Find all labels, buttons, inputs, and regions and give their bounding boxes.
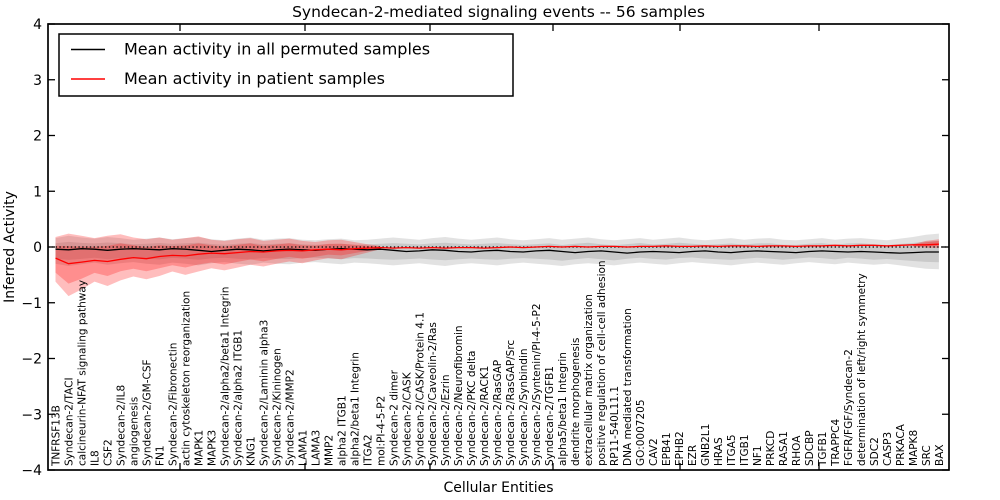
band-permuted-band (55, 233, 939, 270)
y-tick-label: 1 (33, 184, 42, 200)
x-tick-label: CASP3 (882, 432, 894, 466)
x-tick-label: MAPK3 (206, 430, 218, 466)
y-axis-label: Inferred Activity (2, 191, 18, 303)
x-tick-label: KNG1 (245, 436, 257, 466)
x-tick-label: Syndecan-2/IL8 (115, 385, 127, 466)
x-tick-label: alpha2/beta1 Integrin (349, 352, 361, 466)
x-tick-label: LAMA1 (297, 430, 309, 466)
x-tick-label: extracellular matrix organization (583, 294, 595, 466)
x-tick-label: Syndecan-2/CASK/Protein 4.1 (414, 312, 426, 466)
x-tick-label: Syndecan-2/RasGAP (492, 360, 504, 466)
x-tick-label: SRC (921, 445, 933, 466)
x-tick-label: HRAS (713, 437, 725, 466)
x-tick-label: Syndecan-2/PKC delta (466, 351, 478, 466)
x-tick-label: Syndecan-2/alpha2/beta1 Integrin (219, 287, 231, 466)
series-patient-line (55, 243, 939, 265)
x-tick-label: determination of left/right symmetry (856, 273, 868, 466)
x-tick-label: Syndecan-2/Caveolin-2/Ras (427, 322, 439, 466)
x-tick-label: DNA mediated transformation (622, 308, 634, 466)
x-tick-label: Syndecan-2/alpha2 ITGB1 (232, 330, 244, 466)
legend-label: Mean activity in patient samples (124, 69, 385, 88)
x-tick-label: Syndecan-2/MMP2 (284, 369, 296, 466)
x-tick-label: Syndecan-2/Synbindin (518, 348, 530, 466)
x-tick-label: Syndecan-2/TGFB1 (544, 366, 556, 466)
y-tick-label: −1 (21, 296, 42, 312)
x-tick-label: Syndecan-2/Syntenin/PI-4-5-P2 (531, 303, 543, 466)
x-tick-label: TNFRSF13B (51, 405, 63, 467)
x-tick-label: EPHB2 (674, 431, 686, 466)
series-permuted-line (55, 248, 939, 254)
x-tick-label: CAV2 (648, 438, 660, 466)
x-tick-label: Syndecan-2/TACI (63, 377, 75, 466)
x-tick-label: RHOA (791, 435, 803, 466)
x-tick-label: mol:PI-4-5-P2 (375, 396, 387, 466)
legend-label: Mean activity in all permuted samples (124, 40, 430, 59)
x-tick-label: dendrite morphogenesis (570, 338, 582, 466)
x-tick-label: MMP2 (323, 435, 335, 466)
x-tick-label: Syndecan-2/Neurofibromin (453, 325, 465, 466)
x-tick-label: EZR (687, 445, 699, 466)
x-tick-label: ITGB1 (739, 434, 751, 466)
x-tick-label: RASA1 (778, 431, 790, 466)
x-tick-label: Syndecan-2 dimer (388, 369, 400, 466)
x-tick-label: PRKCD (765, 431, 777, 466)
x-tick-label: positive regulation of cell-cell adhesio… (596, 260, 608, 466)
x-tick-label: LAMA3 (310, 430, 322, 466)
x-tick-label: Syndecan-2/Laminin alpha3 (258, 320, 270, 466)
x-axis-label: Cellular Entities (443, 480, 553, 496)
x-tick-label: alpha2 ITGB1 (336, 395, 348, 466)
band-inner-patient-band (55, 243, 381, 284)
x-tick-label: angiogenesis (128, 397, 140, 466)
x-tick-label: PRKACA (895, 423, 907, 466)
x-tick-label: EPB41 (661, 432, 673, 466)
x-tick-label: TGFB1 (817, 432, 829, 467)
x-tick-label: Syndecan-2/RACK1 (479, 366, 491, 466)
x-tick-label: Syndecan-2/Ezrin (440, 374, 452, 466)
plot-title: Syndecan-2-mediated signaling events -- … (292, 3, 705, 21)
x-tick-label: SDCBP (804, 430, 816, 466)
x-tick-label: FN1 (154, 445, 166, 466)
x-tick-label: Syndecan-2/Kininogen (271, 348, 283, 466)
x-tick-label: ITGA5 (726, 434, 738, 466)
x-tick-label: SDC2 (869, 437, 881, 466)
x-tick-label: FGFR/FGF/Syndecan-2 (843, 349, 855, 466)
x-tick-label: ITGA2 (362, 434, 374, 466)
x-tick-label: Syndecan-2/CASK (401, 371, 413, 466)
x-tick-label: MAPK8 (908, 430, 920, 466)
x-tick-label: CSF2 (102, 439, 114, 466)
legend-box (58, 33, 514, 97)
x-tick-label: IL8 (89, 450, 101, 466)
x-tick-label: GNB2L1 (700, 424, 712, 466)
y-tick-label: −3 (21, 407, 42, 423)
y-tick-label: −2 (21, 352, 42, 368)
y-tick-label: −4 (21, 463, 42, 479)
x-tick-label: MAPK1 (193, 430, 205, 466)
x-tick-label: GO:0007205 (635, 399, 647, 466)
x-tick-label: Syndecan-2/Fibronectin (167, 343, 179, 466)
y-tick-label: 3 (33, 73, 42, 89)
y-tick-label: 0 (33, 240, 42, 256)
x-tick-label: RP11-540L11.1 (609, 386, 621, 466)
x-tick-label: BAX (934, 444, 946, 466)
band-patient-band-tail (912, 239, 939, 249)
x-tick-label: TRAPPC4 (830, 419, 842, 467)
x-tick-label: actin cytoskeleton reorganization (180, 291, 192, 466)
x-tick-label: calcineurin-NFAT signaling pathway (76, 280, 88, 466)
x-tick-label: alpha5/beta1 Integrin (557, 352, 569, 466)
y-tick-label: 2 (33, 129, 42, 145)
x-tick-label: Syndecan-2/RasGAP/Src (505, 340, 517, 466)
x-tick-label: Syndecan-2/GM-CSF (141, 359, 153, 466)
x-tick-label: NF1 (752, 445, 764, 466)
y-tick-label: 4 (33, 17, 42, 33)
